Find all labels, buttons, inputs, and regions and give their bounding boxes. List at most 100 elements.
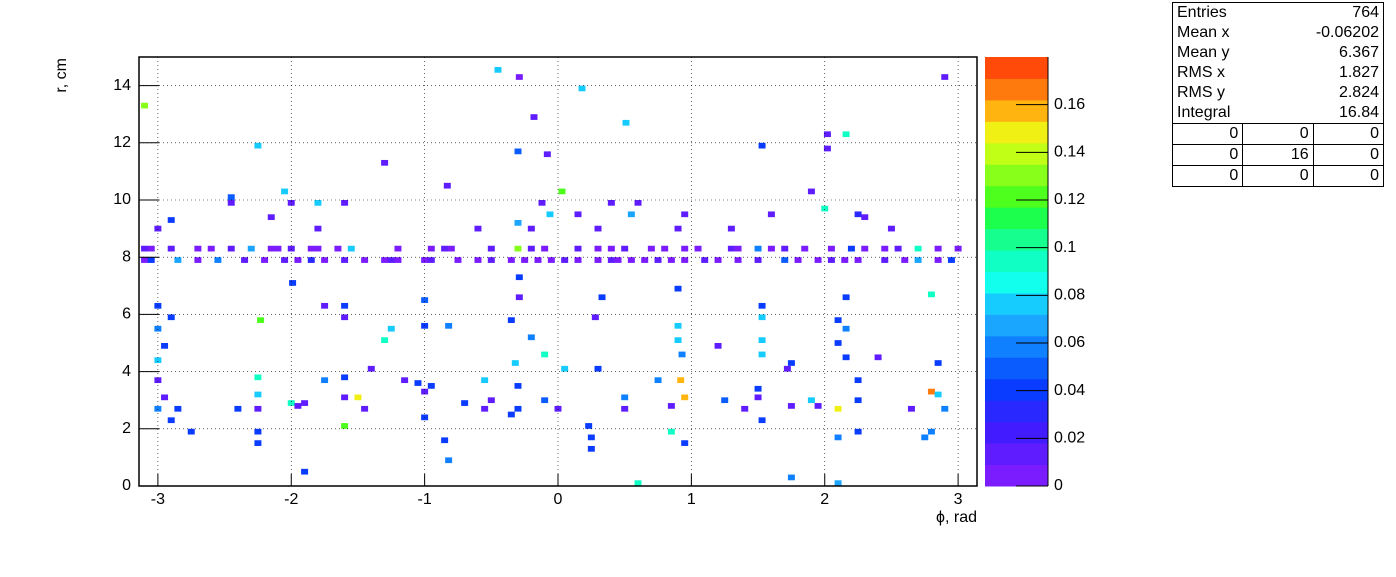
y-tick-label: 14 (113, 77, 131, 94)
heat-cell (861, 245, 869, 252)
heat-cell (842, 294, 850, 301)
heat-cell (641, 257, 649, 263)
heat-cell (758, 337, 766, 343)
heat-cell (154, 225, 162, 232)
heat-cell (534, 257, 542, 263)
stats-value: -0.06202 (1242, 23, 1384, 43)
heat-cell (674, 225, 682, 232)
colorbar-band (985, 271, 1048, 294)
stats-key: Integral (1171, 103, 1243, 124)
heat-cell (758, 142, 766, 149)
heat-cell (801, 245, 809, 252)
heat-cell (454, 257, 462, 263)
heat-cell (807, 188, 815, 195)
heat-cell (461, 400, 469, 406)
heat-cell (321, 302, 329, 309)
heat-cell (758, 351, 766, 358)
stats-grid-cell: 0 (1312, 144, 1385, 166)
heat-cell (294, 257, 302, 263)
heat-cell (381, 159, 389, 166)
heat-cell (881, 245, 889, 252)
stats-grid-cell: 0 (1242, 165, 1314, 187)
heat-cell (387, 325, 395, 332)
heat-cell (445, 322, 453, 329)
heat-cell (594, 257, 602, 263)
heat-cell (714, 343, 722, 349)
heat-cell (387, 257, 395, 263)
heat-cell (907, 405, 915, 412)
heat-cell (634, 200, 642, 206)
heat-cell (561, 365, 569, 372)
heat-cell (487, 397, 495, 404)
heat-cell (807, 397, 815, 404)
heat-cell (267, 214, 275, 221)
heat-cell (341, 302, 349, 309)
heat-cell (514, 405, 522, 412)
heat-cell (541, 351, 549, 358)
stats-row: Integral 16.84 (1171, 103, 1384, 124)
colorbar-band (985, 142, 1048, 165)
colorbar-tick-label: 0.06 (1054, 334, 1085, 351)
heat-cell (594, 245, 602, 252)
heat-cell (591, 314, 599, 321)
heat-cell (247, 245, 255, 252)
heat-cell (294, 403, 302, 409)
heat-cell (481, 377, 489, 384)
heat-cell (427, 257, 435, 263)
colorbar-tick-label: 0 (1054, 477, 1063, 494)
heat-cell (527, 225, 535, 232)
heat-cell (538, 200, 546, 206)
y-axis-title: r, cm (53, 58, 70, 93)
heat-cell (381, 337, 389, 343)
x-tick-label: 2 (820, 491, 829, 508)
heat-cell (154, 357, 162, 364)
x-tick-label: -3 (151, 491, 165, 508)
heat-cell (227, 245, 235, 252)
heat-cell (354, 394, 362, 401)
y-tick-label: 6 (122, 306, 131, 323)
x-tick-label: -1 (418, 491, 432, 508)
heat-cell (307, 245, 315, 252)
heat-cell (741, 405, 749, 412)
heat-cell (487, 245, 495, 252)
heat-cell (754, 394, 762, 401)
y-tick-label: 2 (122, 420, 131, 437)
heat-cell (734, 245, 742, 252)
heat-cell (887, 225, 895, 232)
heat-cell (714, 257, 722, 263)
heat-cell (241, 257, 249, 263)
colorbar-band (985, 185, 1048, 208)
heat-cell (227, 194, 235, 200)
x-axis-title: ϕ, rad (936, 509, 977, 526)
heat-cell (147, 257, 155, 263)
y-tick-label: 0 (122, 477, 131, 494)
colorbar-tick-label: 0.04 (1054, 382, 1085, 399)
colorbar-band (985, 250, 1048, 272)
heat-cell (854, 211, 862, 218)
heat-cell (681, 211, 689, 218)
heat-cell (287, 245, 295, 252)
heat-cell (783, 365, 791, 372)
colorbar-band (985, 164, 1048, 187)
heat-cell (167, 314, 175, 321)
heat-cell (367, 365, 375, 372)
heat-cell (341, 314, 349, 321)
heat-cell (427, 245, 435, 252)
heat-cell (794, 257, 802, 263)
heat-cell (254, 405, 262, 412)
heat-cell (441, 437, 449, 444)
heat-cell (341, 257, 349, 263)
heat-cell (834, 480, 842, 486)
heat-cell (546, 211, 554, 218)
heat-cell (914, 257, 922, 263)
stats-grid-row: 0 16 0 (1171, 144, 1385, 166)
heat-cell (421, 297, 429, 303)
heat-cell (681, 440, 689, 446)
heat-cell (234, 405, 242, 412)
heat-cell (541, 245, 549, 252)
heat-cell (254, 428, 262, 435)
heat-cell (701, 257, 709, 263)
heat-cell (677, 377, 685, 384)
heat-cell (607, 245, 615, 252)
heat-cell (314, 225, 322, 232)
